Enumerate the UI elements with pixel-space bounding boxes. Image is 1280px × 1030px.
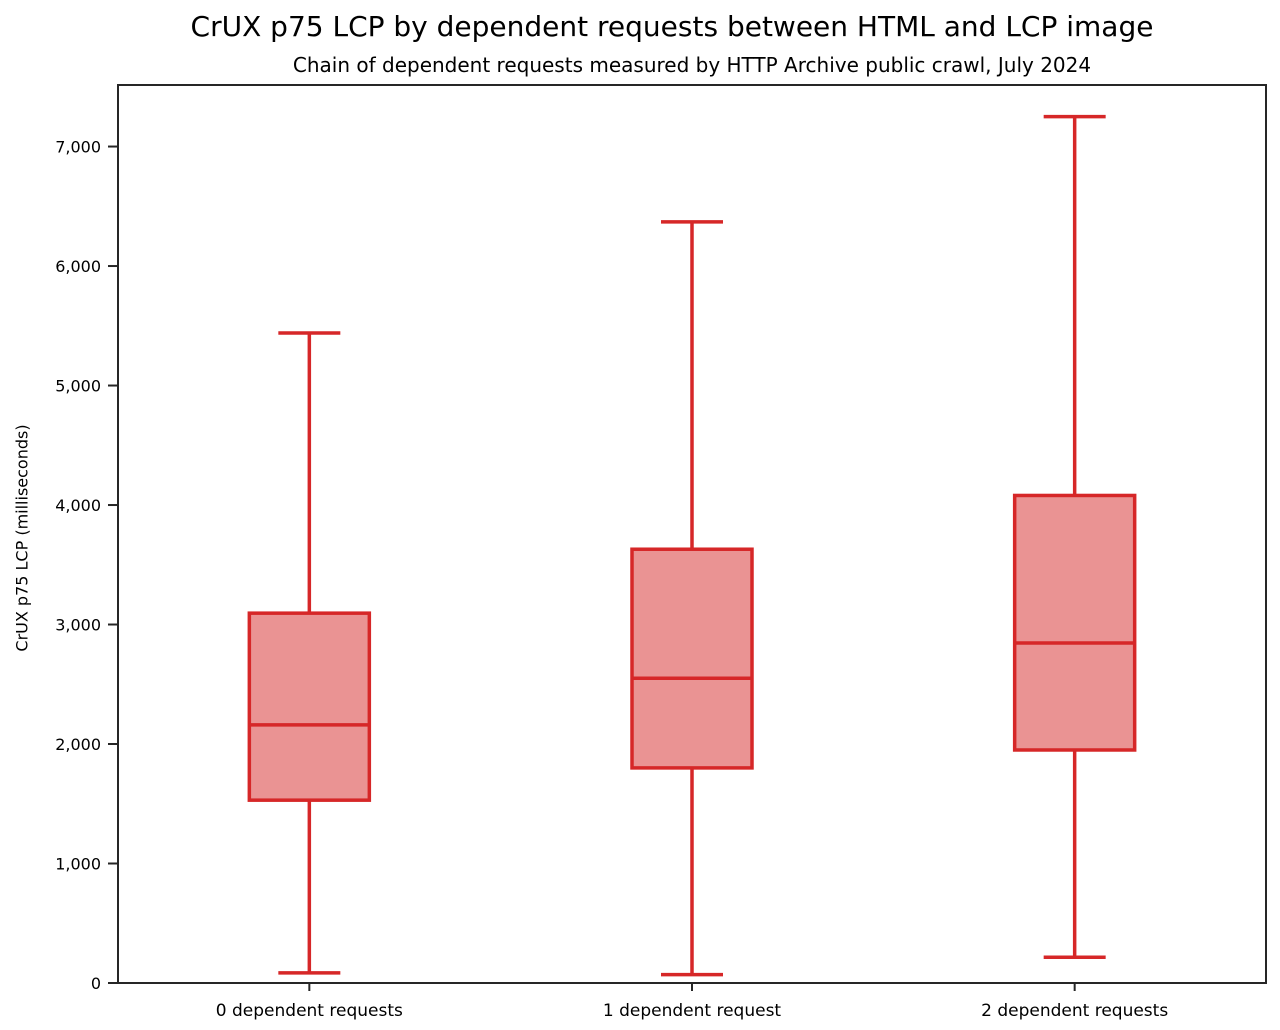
y-tick-label: 2,000 bbox=[55, 735, 101, 754]
y-tick-label: 0 bbox=[91, 974, 101, 993]
box-1 bbox=[630, 547, 754, 770]
y-tick-label: 3,000 bbox=[55, 616, 101, 635]
chart-subtitle: Chain of dependent requests measured by … bbox=[292, 53, 1092, 77]
x-tick-label: 0 dependent requests bbox=[216, 1001, 403, 1021]
x-tick-label: 1 dependent request bbox=[603, 1001, 782, 1021]
y-tick-label: 1,000 bbox=[55, 855, 101, 874]
y-tick-label: 5,000 bbox=[55, 377, 101, 396]
plot-frame bbox=[117, 84, 1267, 984]
y-tick-label: 4,000 bbox=[55, 496, 101, 515]
box-0 bbox=[247, 611, 372, 802]
x-tick-label: 2 dependent requests bbox=[981, 1001, 1168, 1021]
y-tick-label: 6,000 bbox=[55, 257, 101, 276]
box-2 bbox=[1012, 493, 1137, 752]
chart-title: CrUX p75 LCP by dependent requests betwe… bbox=[190, 10, 1154, 43]
y-tick-label: 7,000 bbox=[55, 138, 101, 157]
